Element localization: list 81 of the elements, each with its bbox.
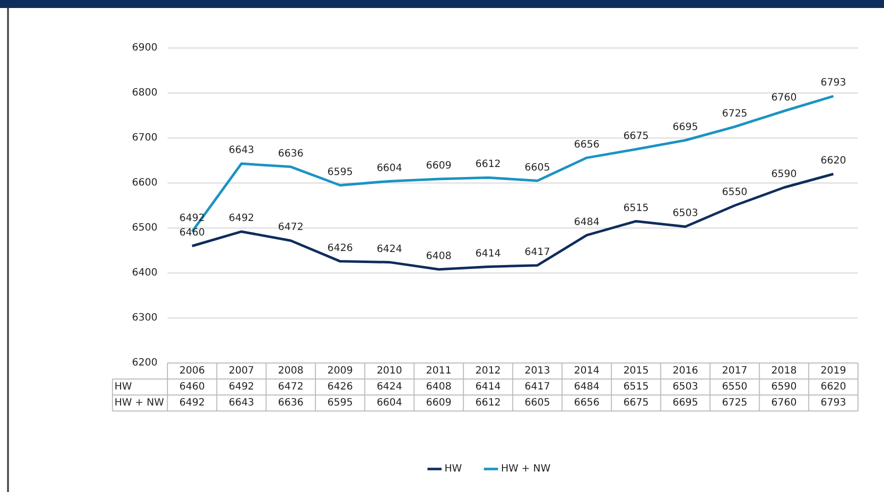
x-tick-label: 2017: [722, 366, 748, 377]
annotation: 6620: [820, 156, 846, 167]
annotation: 6426: [327, 242, 353, 254]
x-tick-label: 2008: [278, 366, 304, 377]
data-label: 6620: [820, 382, 846, 393]
data-label: 6515: [623, 382, 649, 393]
annotation: 6595: [327, 166, 353, 178]
x-tick-label: 2011: [426, 366, 452, 377]
annotation: 6695: [672, 122, 698, 133]
x-tick-label: 2012: [475, 366, 501, 377]
annotation: 6590: [771, 169, 797, 180]
data-label: 6612: [475, 398, 501, 409]
y-tick-label: 6200: [132, 358, 158, 369]
annotation: 6408: [426, 250, 452, 262]
annotation: 6492: [228, 213, 254, 224]
annotation: 6605: [524, 162, 550, 174]
annotation: 6760: [771, 92, 797, 104]
y-tick-label: 6400: [132, 268, 158, 279]
data-label: 6417: [524, 382, 550, 393]
x-tick-label: 2016: [672, 366, 698, 377]
data-label: 6424: [376, 382, 402, 393]
data-label: 6695: [672, 398, 698, 409]
data-label: 6605: [524, 398, 550, 409]
text: HW: [114, 382, 132, 393]
x-tick-label: 2007: [228, 366, 254, 377]
annotation: 6417: [524, 246, 550, 258]
data-label: 6460: [179, 382, 205, 393]
x-tick-label: 2013: [524, 366, 550, 377]
annotation: 6414: [475, 248, 501, 260]
data-label: 6636: [278, 398, 304, 409]
x-tick-label: 2014: [574, 366, 600, 377]
annotation: 6793: [820, 78, 846, 89]
annotation: 6515: [623, 202, 649, 214]
annotation: 6424: [376, 244, 402, 255]
y-tick-label: 6900: [132, 42, 158, 54]
data-label: 6590: [771, 382, 797, 393]
annotation: 6725: [722, 108, 748, 120]
data-label: 6595: [327, 398, 353, 409]
y-tick-label: 6800: [132, 88, 158, 99]
x-tick-label: 2018: [771, 366, 797, 377]
y-tick-label: 6300: [132, 312, 158, 324]
x-tick-label: 2015: [623, 366, 649, 377]
legend-label: HW: [444, 464, 462, 475]
data-label: 6503: [672, 382, 698, 393]
data-label: 6604: [376, 398, 402, 409]
annotation: 6643: [228, 145, 254, 156]
data-label: 6426: [327, 382, 353, 393]
x-tick-label: 2019: [820, 366, 846, 377]
data-label: 6609: [426, 398, 452, 409]
annotation: 6484: [574, 216, 600, 228]
data-label: 6484: [574, 382, 600, 393]
data-label: 6725: [722, 398, 748, 409]
y-tick-label: 6600: [132, 178, 158, 189]
data-label: 6760: [771, 398, 797, 409]
data-label: 6414: [475, 382, 501, 393]
x-tick-label: 2009: [327, 366, 353, 377]
data-label: 6408: [426, 382, 452, 393]
data-label: 6643: [228, 398, 254, 409]
annotation: 6503: [672, 208, 698, 220]
y-tick-label: 6700: [132, 132, 158, 144]
x-tick-label: 2006: [179, 366, 205, 377]
legend-label: HW + NW: [500, 464, 551, 475]
annotation: 6604: [376, 162, 402, 174]
annotation: 6675: [623, 130, 649, 142]
data-label: 6492: [179, 398, 205, 409]
annotation: 6656: [574, 139, 600, 150]
data-label: 6550: [722, 382, 748, 393]
annotation: 6460: [179, 228, 205, 239]
data-label: 6793: [820, 398, 846, 409]
annotation: 6472: [278, 222, 304, 234]
data-label: 6656: [574, 398, 600, 409]
data-label: 6675: [623, 398, 649, 409]
y-tick-label: 6500: [132, 222, 158, 234]
annotation: 6550: [722, 187, 748, 198]
text: HW + NW: [114, 398, 164, 409]
annotation: 6636: [278, 148, 304, 160]
data-label: 6492: [228, 382, 254, 393]
x-tick-label: 2010: [376, 366, 402, 377]
annotation: 6612: [475, 159, 501, 170]
data-label: 6472: [278, 382, 304, 393]
annotation: 6609: [426, 160, 452, 172]
